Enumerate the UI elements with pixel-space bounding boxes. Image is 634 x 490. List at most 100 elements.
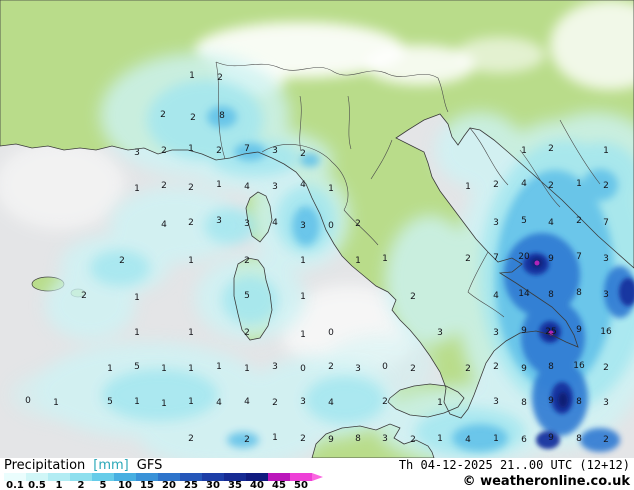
scale-label: 35 [228, 480, 242, 490]
precip-value: 4 [465, 435, 471, 445]
precip-value: 2 [244, 256, 250, 266]
precip-value: 2 [603, 363, 609, 373]
precip-value: 3 [603, 290, 609, 300]
precip-value: 4 [244, 182, 250, 192]
scale-cell [70, 473, 92, 481]
precip-value: 1 [188, 364, 194, 374]
legend-unit: [mm] [93, 458, 129, 473]
legend-scale-bar [4, 473, 323, 481]
precip-value: 2 [188, 183, 194, 193]
precip-value: 9 [576, 325, 582, 335]
precip-value: 3 [493, 218, 499, 228]
precip-value: 2 [190, 113, 196, 123]
precip-value: 1 [521, 146, 527, 156]
precip-value: 5 [134, 362, 140, 372]
scale-label: 25 [184, 480, 198, 490]
precip-value: 1 [493, 434, 499, 444]
precip-value: 1 [134, 328, 140, 338]
precip-value: 8 [576, 397, 582, 407]
precip-value: 1 [161, 399, 167, 409]
precip-value: 2 [119, 256, 125, 266]
scale-label: 0.5 [28, 480, 46, 490]
precip-value: 2 [272, 398, 278, 408]
precip-value: 3 [134, 148, 140, 158]
scale-label: 0.1 [6, 480, 24, 490]
scale-label: 20 [162, 480, 176, 490]
precip-value: 1 [216, 180, 222, 190]
precip-value: 3 [493, 397, 499, 407]
precip-value: 4 [328, 398, 334, 408]
precip-value: 16 [573, 361, 585, 371]
scale-arrow [312, 473, 323, 481]
precip-value: 1 [576, 179, 582, 189]
precip-value: 3 [437, 328, 443, 338]
precip-value: 4 [244, 397, 250, 407]
precip-value: 1 [300, 292, 306, 302]
precip-value: 1 [437, 434, 443, 444]
forecast-datetime: Th 04-12-2025 21..00 UTC (12+12) [398, 458, 630, 472]
precip-value: 1 [382, 254, 388, 264]
precip-value: 4 [272, 218, 278, 228]
precip-value: 4 [300, 180, 306, 190]
precip-value: 0 [328, 328, 334, 338]
scale-cell [136, 473, 158, 481]
precip-value: 2 [160, 110, 166, 120]
precip-value: 2 [328, 362, 334, 372]
scale-cell [114, 473, 136, 481]
precip-value: 1 [188, 144, 194, 154]
precip-value: 14 [518, 289, 530, 299]
precip-value: 3 [244, 219, 250, 229]
precip-value: 7 [576, 252, 582, 262]
precip-value: 2 [161, 146, 167, 156]
precip-value: 1 [300, 330, 306, 340]
precip-value: 3 [216, 216, 222, 226]
precip-value: 8 [576, 434, 582, 444]
precip-value: 2 [576, 216, 582, 226]
precip-value: 1 [216, 362, 222, 372]
precip-value: 8 [219, 111, 225, 121]
precip-value: 6 [521, 435, 527, 445]
precip-value-labels: 1 22 2 83 2 1 2 7 3 21 2 2 1 4 3 4 14 2 3 3 4 3 0 22 1 2 1 1 12 1 5 1 21… [25, 71, 612, 445]
scale-label: 15 [140, 480, 154, 490]
precip-value: 5 [107, 397, 113, 407]
precip-value: 2 [465, 364, 471, 374]
precip-value: 2 [410, 435, 416, 445]
precip-value: 2 [188, 434, 194, 444]
legend-title: Precipitation [4, 458, 86, 473]
precip-value: 4 [216, 398, 222, 408]
precip-value: 7 [603, 218, 609, 228]
legend-scale-labels: 0.1 0.5 1 2 5 10 15 20 25 30 35 40 45 50 [4, 480, 312, 490]
precip-value: 2 [410, 292, 416, 302]
precip-value: 4 [161, 220, 167, 230]
precip-value: 1 [437, 398, 443, 408]
scale-cell [268, 473, 290, 481]
scale-cell [92, 473, 114, 481]
scale-cell [202, 473, 224, 481]
precip-value: 9 [521, 364, 527, 374]
precip-value: 9 [548, 254, 554, 264]
precip-value: 1 [355, 256, 361, 266]
precip-darknavy-layer [531, 258, 568, 408]
legend-title-row: Precipitation [mm] GFS [4, 458, 162, 473]
scale-label: 40 [250, 480, 264, 490]
precip-value: 0 [382, 362, 388, 372]
precip-value: 9 [548, 396, 554, 406]
scale-label: 50 [294, 480, 308, 490]
precip-value: 4 [521, 179, 527, 189]
precip-value: 9 [548, 433, 554, 443]
precip-value: 2 [244, 328, 250, 338]
scale-cell [158, 473, 180, 481]
precip-value: 1 [603, 146, 609, 156]
precip-value: 2 [216, 146, 222, 156]
precip-value: 2 [161, 181, 167, 191]
precip-value: 3 [272, 146, 278, 156]
precip-value: 1 [188, 397, 194, 407]
footer-right: Th 04-12-2025 21..00 UTC (12+12) © weath… [399, 458, 630, 489]
scale-cell [48, 473, 70, 481]
precip-value: 3 [300, 221, 306, 231]
precip-value: 2 [493, 180, 499, 190]
precip-value: 0 [328, 221, 334, 231]
precip-value: 3 [493, 328, 499, 338]
precip-value: 2 [548, 144, 554, 154]
